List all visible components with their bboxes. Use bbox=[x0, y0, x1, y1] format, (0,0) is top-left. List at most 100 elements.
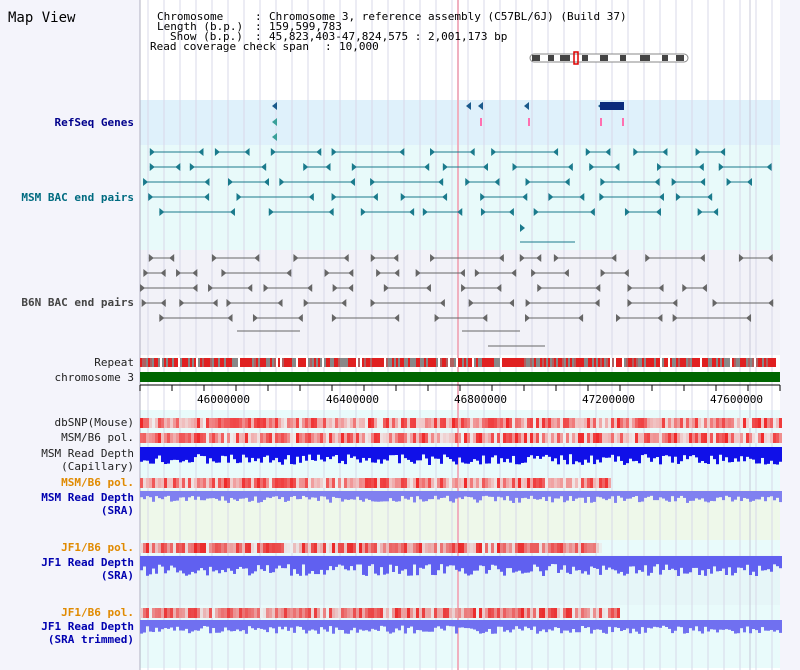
show-value: 45,823,403-47,824,575 : 2,001,173 bp bbox=[269, 30, 508, 43]
bac-end bbox=[143, 269, 149, 277]
snp-cell bbox=[497, 608, 500, 618]
snp-cell bbox=[494, 608, 497, 618]
bac-end bbox=[349, 178, 355, 186]
depth-bar bbox=[557, 491, 560, 499]
depth-bar bbox=[407, 620, 410, 628]
snp-cell bbox=[620, 433, 623, 443]
snp-cell bbox=[437, 478, 440, 488]
snp-cell bbox=[263, 478, 266, 488]
depth-bar bbox=[776, 447, 779, 465]
repeat-segment bbox=[500, 358, 502, 367]
depth-bar bbox=[263, 556, 266, 571]
bac-end bbox=[192, 284, 198, 292]
depth-bar bbox=[293, 620, 296, 633]
depth-bar bbox=[557, 447, 560, 465]
depth-bar bbox=[665, 491, 668, 501]
snp-cell bbox=[344, 478, 347, 488]
depth-bar bbox=[314, 620, 317, 631]
snp-cell bbox=[215, 433, 218, 443]
snp-cell bbox=[434, 543, 437, 553]
snp-cell bbox=[740, 418, 743, 428]
bac-end bbox=[525, 178, 531, 186]
repeat-segment bbox=[604, 358, 606, 367]
depth-bar bbox=[632, 491, 635, 498]
depth-bar bbox=[617, 447, 620, 457]
snp-cell bbox=[734, 418, 737, 428]
depth-bar bbox=[515, 620, 518, 627]
depth-bar bbox=[197, 447, 200, 455]
track-label-b6n-bac[interactable]: B6N BAC end pairs bbox=[21, 296, 134, 309]
depth-bar bbox=[524, 491, 527, 498]
bac-end bbox=[522, 193, 528, 201]
snp-cell bbox=[380, 543, 383, 553]
repeat-segment bbox=[706, 358, 708, 367]
depth-bar bbox=[713, 491, 716, 502]
bac-end bbox=[376, 269, 382, 277]
repeat-segment bbox=[310, 358, 312, 367]
snp-cell bbox=[689, 418, 692, 428]
depth-bar bbox=[713, 620, 716, 630]
depth-bar bbox=[410, 620, 413, 627]
snp-cell bbox=[452, 433, 455, 443]
depth-bar bbox=[629, 491, 632, 499]
depth-bar bbox=[245, 491, 248, 498]
repeat-segment bbox=[730, 358, 732, 367]
depth-bar bbox=[602, 447, 605, 458]
depth-bar bbox=[647, 447, 650, 458]
depth-bar bbox=[437, 556, 440, 571]
depth-bar bbox=[521, 447, 524, 463]
snp-cell bbox=[239, 433, 242, 443]
bac-end bbox=[409, 208, 415, 216]
depth-bar bbox=[287, 491, 290, 501]
snp-cell bbox=[383, 478, 386, 488]
snp-cell bbox=[707, 418, 710, 428]
snp-cell bbox=[368, 608, 371, 618]
snp-cell bbox=[161, 433, 164, 443]
depth-bar bbox=[374, 447, 377, 463]
snp-cell bbox=[293, 608, 296, 618]
depth-bar bbox=[611, 447, 614, 455]
snp-cell bbox=[716, 418, 719, 428]
bac-end bbox=[585, 148, 591, 156]
snp-cell bbox=[230, 478, 233, 488]
snp-cell bbox=[662, 418, 665, 428]
depth-bar bbox=[743, 491, 746, 498]
depth-bar bbox=[446, 447, 449, 458]
snp-cell bbox=[758, 433, 761, 443]
snp-cell bbox=[359, 418, 362, 428]
depth-bar bbox=[668, 556, 671, 570]
repeat-segment bbox=[360, 358, 362, 367]
repeat-segment bbox=[220, 358, 222, 367]
bac-end bbox=[600, 269, 606, 277]
snp-cell bbox=[404, 543, 407, 553]
snp-cell bbox=[392, 418, 395, 428]
track-label-msm-bac[interactable]: MSM BAC end pairs bbox=[21, 191, 134, 204]
depth-bar bbox=[650, 491, 653, 496]
snp-cell bbox=[377, 433, 380, 443]
snp-cell bbox=[293, 478, 296, 488]
depth-bar bbox=[155, 447, 158, 459]
depth-bar bbox=[542, 491, 545, 498]
snp-cell bbox=[467, 418, 470, 428]
depth-bar bbox=[146, 556, 149, 576]
snp-cell bbox=[560, 433, 563, 443]
snp-cell bbox=[344, 543, 347, 553]
depth-bar bbox=[278, 556, 281, 566]
depth-bar bbox=[650, 620, 653, 629]
depth-bar bbox=[728, 620, 731, 630]
snp-cell bbox=[593, 478, 596, 488]
repeat-segment bbox=[336, 358, 338, 367]
depth-bar bbox=[419, 491, 422, 500]
depth-bar bbox=[626, 447, 629, 464]
bac-end bbox=[430, 254, 436, 262]
snp-cell bbox=[587, 478, 590, 488]
snp-cell bbox=[668, 418, 671, 428]
bac-end bbox=[672, 314, 678, 322]
snp-cell bbox=[593, 543, 596, 553]
snp-cell bbox=[185, 608, 188, 618]
depth-bar bbox=[380, 447, 383, 464]
snp-cell bbox=[527, 478, 530, 488]
track-label-refseq[interactable]: RefSeq Genes bbox=[54, 116, 134, 129]
repeat-segment bbox=[506, 358, 508, 367]
